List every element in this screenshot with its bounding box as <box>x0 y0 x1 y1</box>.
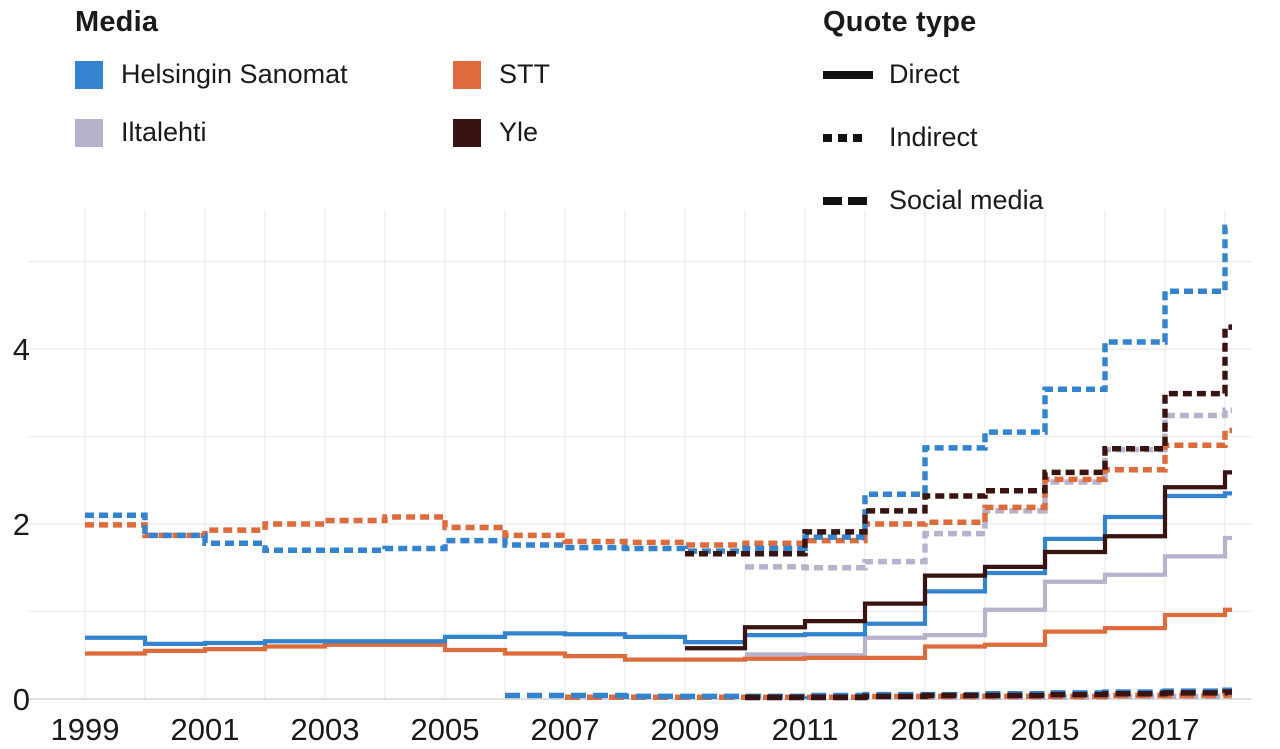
x-axis-tick-label: 2015 <box>1011 712 1080 747</box>
x-axis-tick-label: 2001 <box>171 712 240 747</box>
x-axis-tick-label: 2011 <box>772 712 839 747</box>
dotted-line-key-icon <box>823 133 873 142</box>
y-axis-tick-label: 0 <box>13 682 30 717</box>
color-swatch-iltalehti <box>75 118 103 147</box>
legend-label: Direct <box>889 59 960 89</box>
solid-line-key-icon <box>823 70 873 79</box>
series-yle-social-media <box>745 689 1232 700</box>
color-swatch-stt <box>453 60 481 89</box>
media-legend: Media Helsingin Sanomat STT Iltalehti Yl… <box>75 6 550 148</box>
series-iltalehti-direct <box>745 535 1232 658</box>
color-swatch-helsingin-sanomat <box>75 60 103 89</box>
series-yle-indirect <box>685 324 1232 557</box>
legend-item-social-media: Social media <box>823 185 1044 216</box>
legend-label: Indirect <box>889 122 978 152</box>
legend-item-stt: STT <box>453 59 550 90</box>
x-axis-tick-label: 1999 <box>51 712 120 747</box>
media-legend-title: Media <box>75 6 159 38</box>
color-swatch-yle <box>453 118 481 147</box>
legend-label: Social media <box>889 185 1044 215</box>
legend-label: Iltalehti <box>121 117 207 147</box>
series-stt-indirect <box>85 427 1232 548</box>
quote-type-legend-items: Direct Indirect Social media <box>823 59 1044 216</box>
media-legend-items: Helsingin Sanomat STT Iltalehti Yle <box>75 59 550 148</box>
series-helsingin-sanomat-indirect <box>85 224 1232 554</box>
series-helsingin-sanomat-direct <box>85 491 1232 646</box>
x-axis-tick-label: 2009 <box>651 712 720 747</box>
legend-label: Yle <box>499 117 539 147</box>
x-axis-tick-label: 2005 <box>411 712 480 747</box>
x-axis-tick-label: 2003 <box>291 712 360 747</box>
legend-item-iltalehti: Iltalehti <box>75 117 453 148</box>
y-axis-tick-label: 2 <box>13 507 30 542</box>
legend-item-indirect: Indirect <box>823 122 1044 153</box>
legend-item-helsingin-sanomat: Helsingin Sanomat <box>75 59 453 90</box>
legend-label: Helsingin Sanomat <box>121 59 348 89</box>
y-axis-tick-label: 4 <box>13 332 30 367</box>
series-yle-direct <box>685 470 1232 651</box>
series-iltalehti-indirect <box>745 407 1232 571</box>
legend-label: STT <box>499 59 550 89</box>
x-axis-tick-label: 2007 <box>531 712 600 747</box>
dashed-line-key-icon <box>823 196 873 205</box>
quote-type-legend-title: Quote type <box>823 6 977 38</box>
series-stt-direct <box>85 607 1232 662</box>
x-axis-tick-label: 2013 <box>891 712 960 747</box>
x-axis-tick-label: 2017 <box>1131 712 1200 747</box>
legend-item-yle: Yle <box>453 117 550 148</box>
legend-item-direct: Direct <box>823 59 1044 90</box>
quote-type-legend: Quote type Direct Indirect Social media <box>823 6 1044 216</box>
